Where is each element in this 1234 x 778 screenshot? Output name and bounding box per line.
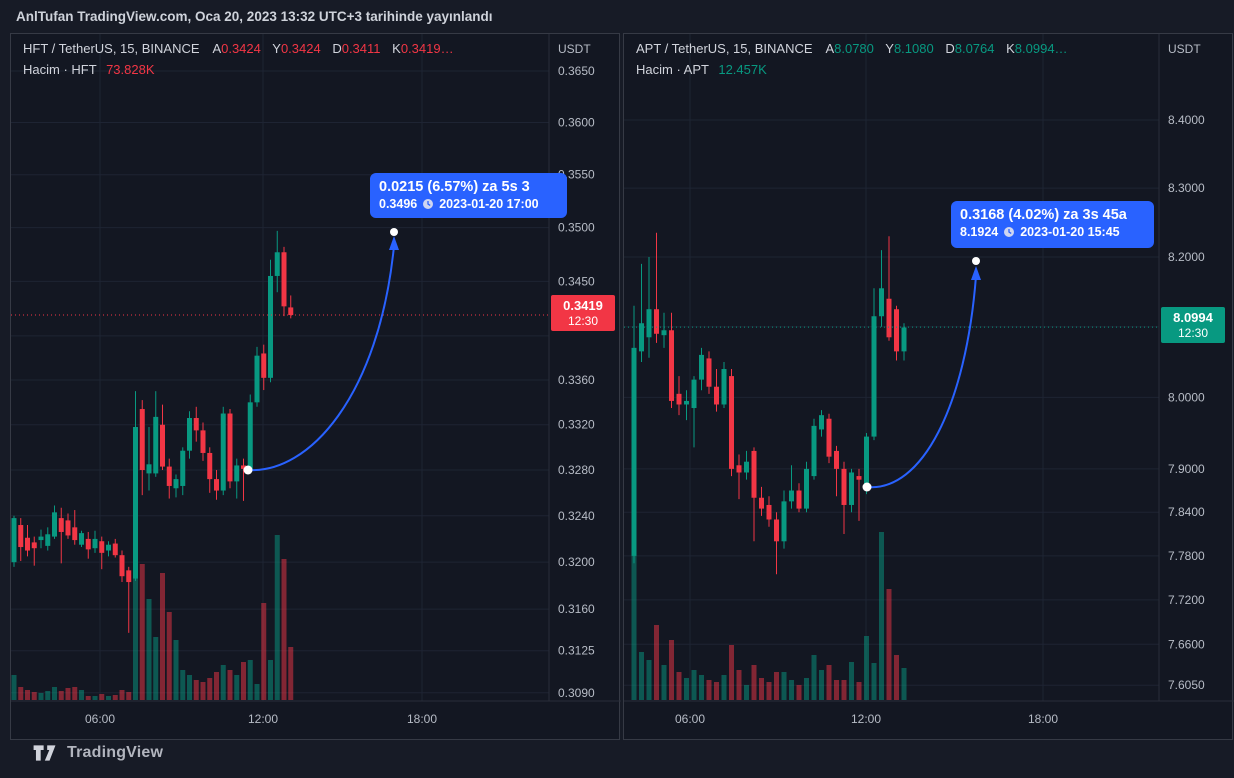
svg-text:18:00: 18:00: [1028, 712, 1058, 726]
svg-text:7.9000: 7.9000: [1168, 462, 1205, 476]
price-axis-labels[interactable]: 0.3650 0.3600 0.3550 0.3500 0.3450 0.3360 0.33…: [558, 64, 595, 700]
svg-text:7.7200: 7.7200: [1168, 593, 1205, 607]
price-axis-labels[interactable]: 8.4000 8.3000 8.2000 8.0000 7.9000 7.8400 7.78…: [1168, 113, 1205, 692]
quote-currency-label: USDT: [1168, 42, 1201, 56]
svg-text:0.3650: 0.3650: [558, 64, 595, 78]
tradingview-logo-icon: [33, 745, 56, 761]
svg-text:0.3550: 0.3550: [558, 168, 595, 182]
svg-text:0.3500: 0.3500: [558, 221, 595, 235]
time-axis-labels[interactable]: 06:00 12:00 18:00: [675, 712, 1058, 726]
svg-text:18:00: 18:00: [407, 712, 437, 726]
svg-text:7.7800: 7.7800: [1168, 549, 1205, 563]
gridlines: [624, 34, 1159, 701]
tradingview-brand-text: TradingView: [67, 744, 164, 761]
gridlines: [11, 34, 549, 701]
svg-text:8.2000: 8.2000: [1168, 250, 1205, 264]
svg-text:06:00: 06:00: [85, 712, 115, 726]
svg-text:12:00: 12:00: [851, 712, 881, 726]
measure-callout: 0.3168 (4.02%) za 3s 45a 8.1924 2023-01-…: [951, 201, 1154, 248]
measure-callout: 0.0215 (6.57%) za 5s 3 0.3496 2023-01-20…: [370, 173, 567, 218]
svg-text:0.3200: 0.3200: [558, 555, 595, 569]
candles: [631, 232, 907, 575]
svg-text:8.3000: 8.3000: [1168, 181, 1205, 195]
measure-target-datetime: 2023-01-20 15:45: [1020, 225, 1120, 239]
svg-text:7.6600: 7.6600: [1168, 637, 1205, 651]
symbol-title[interactable]: HFT / TetherUS, 15, BINANCE: [23, 41, 200, 56]
candlestick-chart-hft[interactable]: 0.3650 0.3600 0.3550 0.3500 0.3450 0.3360 0.33…: [11, 34, 621, 741]
trend-arrow: [243, 228, 399, 475]
measure-change-text: 0.3168 (4.02%) za 3s 45a: [960, 207, 1127, 223]
svg-text:0.3125: 0.3125: [558, 644, 595, 658]
volume-bars: [11, 535, 294, 700]
measure-change-text: 0.0215 (6.57%) za 5s 3: [379, 179, 530, 195]
publish-info-text: AnlTufan TradingView.com, Oca 20, 2023 1…: [16, 9, 493, 24]
svg-text:0.3360: 0.3360: [558, 373, 595, 387]
clock-icon: [1004, 227, 1015, 237]
last-price-value: 0.3419: [563, 298, 603, 314]
measure-target-price: 0.3496: [379, 197, 418, 211]
last-price-time: 12:30: [1177, 326, 1209, 341]
svg-text:8.0000: 8.0000: [1168, 390, 1205, 404]
svg-text:0.3450: 0.3450: [558, 274, 595, 288]
chart-pane-apt: 8.4000 8.3000 8.2000 8.0000 7.9000 7.8400 7.78…: [623, 33, 1234, 741]
svg-text:8.4000: 8.4000: [1168, 113, 1205, 127]
svg-text:0.3280: 0.3280: [558, 463, 595, 477]
measure-target-price: 8.1924: [960, 225, 999, 239]
svg-text:0.3160: 0.3160: [558, 602, 595, 616]
time-axis-labels[interactable]: 06:00 12:00 18:00: [85, 712, 437, 726]
svg-text:12:00: 12:00: [248, 712, 278, 726]
svg-text:0.3090: 0.3090: [558, 686, 595, 700]
volume-bars: [631, 532, 907, 700]
measure-target-datetime: 2023-01-20 17:00: [439, 197, 539, 211]
svg-text:06:00: 06:00: [675, 712, 705, 726]
quote-currency-label: USDT: [558, 42, 591, 56]
last-price-value: 8.0994: [1173, 310, 1213, 326]
svg-text:0.3600: 0.3600: [558, 115, 595, 129]
symbol-title[interactable]: APT / TetherUS, 15, BINANCE: [636, 41, 813, 56]
chart-pane-hft: 0.3650 0.3600 0.3550 0.3500 0.3450 0.3360 0.33…: [10, 33, 621, 741]
svg-text:7.6050: 7.6050: [1168, 678, 1205, 692]
candlestick-chart-apt[interactable]: 8.4000 8.3000 8.2000 8.0000 7.9000 7.8400 7.78…: [624, 34, 1234, 741]
trend-arrow: [862, 257, 981, 492]
candles: [11, 230, 294, 633]
footer-brand[interactable]: TradingView: [33, 744, 163, 762]
svg-text:7.8400: 7.8400: [1168, 505, 1205, 519]
last-price-tag: 8.0994 12:30: [1161, 307, 1225, 344]
svg-text:0.3320: 0.3320: [558, 418, 595, 432]
last-price-time: 12:30: [567, 314, 599, 329]
svg-text:0.3240: 0.3240: [558, 509, 595, 523]
clock-icon: [423, 199, 434, 209]
last-price-tag: 0.3419 12:30: [551, 295, 615, 332]
